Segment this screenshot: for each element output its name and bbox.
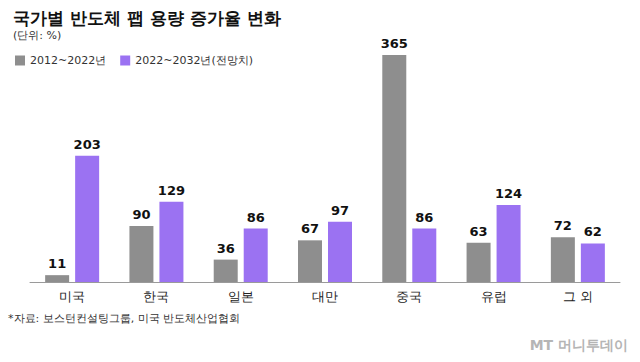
svg-text:대만: 대만 bbox=[312, 289, 338, 304]
svg-text:124: 124 bbox=[495, 186, 522, 201]
svg-text:그 외: 그 외 bbox=[563, 289, 593, 304]
svg-text:2012~2022년: 2012~2022년 bbox=[30, 54, 106, 67]
svg-text:62: 62 bbox=[584, 224, 602, 239]
svg-text:유럽: 유럽 bbox=[481, 289, 507, 304]
svg-text:한국: 한국 bbox=[143, 289, 169, 304]
svg-text:203: 203 bbox=[74, 137, 101, 152]
svg-text:일본: 일본 bbox=[228, 289, 254, 304]
svg-text:미국: 미국 bbox=[59, 289, 85, 304]
svg-text:86: 86 bbox=[247, 210, 265, 225]
svg-text:(단위: %): (단위: %) bbox=[13, 29, 61, 42]
svg-text:국가별 반도체 팹 용량 증가율 변화: 국가별 반도체 팹 용량 증가율 변화 bbox=[13, 8, 281, 28]
svg-text:63: 63 bbox=[470, 224, 488, 239]
svg-text:*자료: 보스턴컨설팅그룹, 미국 반도체산업협회: *자료: 보스턴컨설팅그룹, 미국 반도체산업협회 bbox=[8, 312, 240, 325]
svg-text:72: 72 bbox=[554, 218, 572, 233]
svg-text:MT 머니투데이: MT 머니투데이 bbox=[530, 337, 628, 353]
svg-text:97: 97 bbox=[331, 203, 349, 218]
svg-text:365: 365 bbox=[381, 36, 408, 51]
svg-text:90: 90 bbox=[132, 207, 150, 222]
svg-text:86: 86 bbox=[415, 210, 433, 225]
svg-text:67: 67 bbox=[301, 221, 319, 236]
svg-text:2022~2032년(전망치): 2022~2032년(전망치) bbox=[135, 54, 253, 67]
svg-text:36: 36 bbox=[217, 241, 235, 256]
svg-text:129: 129 bbox=[158, 183, 185, 198]
svg-text:중국: 중국 bbox=[396, 289, 422, 304]
svg-text:11: 11 bbox=[48, 256, 66, 271]
